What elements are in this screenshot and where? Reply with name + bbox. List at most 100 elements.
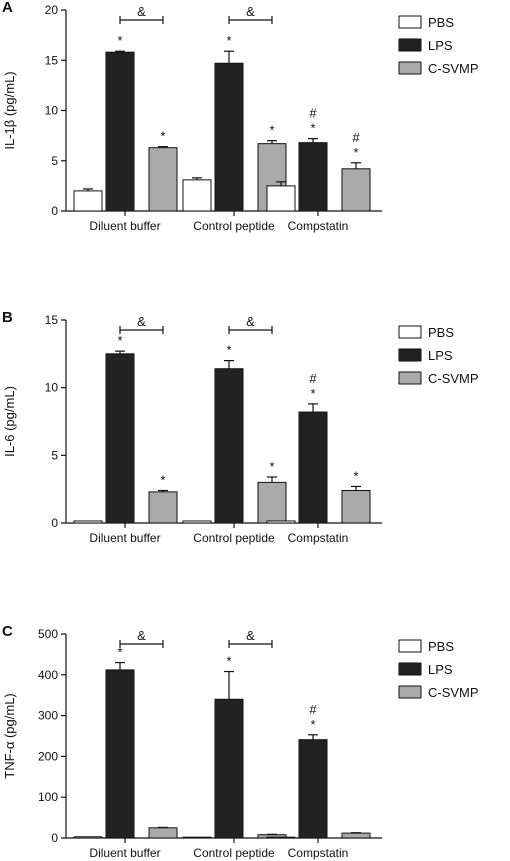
y-tick-label: 0 (51, 831, 58, 845)
significance-star: * (226, 654, 231, 669)
bar-lps (105, 51, 135, 212)
bar-c-svmp (148, 827, 178, 839)
y-tick-label: 100 (38, 790, 58, 804)
bar-pbs (182, 520, 212, 524)
y-axis-label: TNF-α (pg/mL) (2, 693, 17, 779)
legend-swatch (398, 15, 422, 29)
y-tick-label: 20 (45, 3, 59, 17)
bar-lps (298, 411, 328, 524)
y-tick-label: 400 (38, 668, 58, 682)
x-tick-label: Compstatin (288, 846, 349, 860)
bar-lps (214, 368, 244, 524)
legend-label: LPS (428, 662, 453, 677)
bar-lps (214, 698, 244, 839)
panel-b-chart: B IL-6 (pg/mL) 0 5 10 15 Diluent buffer * * Contr… (2, 309, 479, 545)
legend-swatch (398, 325, 422, 339)
bracket-label: & (137, 628, 146, 643)
significance-star: * (310, 121, 315, 136)
y-tick-label: 200 (38, 749, 58, 763)
bar-pbs (266, 836, 296, 839)
legend-label: LPS (428, 348, 453, 363)
bar-c-svmp (341, 490, 371, 524)
significance-star: * (310, 386, 315, 401)
legend-label: C-SVMP (428, 685, 479, 700)
significance-star: * (353, 468, 358, 483)
significance-star: * (226, 343, 231, 358)
significance-star: * (226, 33, 231, 48)
y-tick-label: 0 (51, 204, 58, 218)
bracket-label: & (137, 4, 146, 19)
x-tick-label: Diluent buffer (89, 846, 160, 860)
legend-label: C-SVMP (428, 371, 479, 386)
legend-label: PBS (428, 639, 454, 654)
significance-star: * (353, 145, 358, 160)
legend-swatch (398, 38, 422, 52)
bar-pbs (182, 179, 212, 212)
bracket-label: & (137, 314, 146, 329)
bar-c-svmp (148, 147, 178, 212)
significance-star: * (269, 459, 274, 474)
bar-pbs (266, 185, 296, 212)
panel-letter: C (2, 623, 13, 640)
y-tick-label: 500 (38, 627, 58, 641)
bar-pbs (266, 520, 296, 524)
legend-label: PBS (428, 325, 454, 340)
bracket-label: & (246, 628, 255, 643)
y-axis-label: IL-6 (pg/mL) (2, 386, 17, 457)
x-tick-label: Diluent buffer (89, 531, 160, 545)
bar-c-svmp (341, 168, 371, 212)
panel-c-chart: C TNF-α (pg/mL) 0 100 200 300 400 500 Diluent bu… (2, 623, 479, 860)
y-tick-label: 0 (51, 516, 58, 530)
significance-star: * (117, 33, 122, 48)
y-tick-label: 10 (45, 381, 59, 395)
x-tick-label: Diluent buffer (89, 219, 160, 233)
legend-swatch (398, 348, 422, 362)
panel-a-chart: A IL-1β (pg/mL) 0 5 10 15 20 Diluent buffer * * Co… (2, 0, 479, 233)
bar-pbs (73, 520, 103, 524)
significance-hash: # (352, 130, 360, 145)
significance-hash: # (309, 106, 317, 121)
bar-lps (105, 669, 135, 839)
bar-pbs (73, 190, 103, 212)
legend-swatch (398, 662, 422, 676)
significance-star: * (160, 129, 165, 144)
bar-pbs (73, 836, 103, 839)
x-tick-label: Control peptide (193, 846, 275, 860)
y-tick-label: 15 (45, 53, 59, 67)
significance-star: * (310, 717, 315, 732)
significance-hash: # (309, 371, 317, 386)
bar-pbs (182, 836, 212, 839)
bar-lps (214, 62, 244, 212)
legend-label: PBS (428, 15, 454, 30)
bar-c-svmp (341, 832, 371, 839)
panel-letter: B (2, 309, 13, 326)
significance-hash: # (309, 702, 317, 717)
legend-swatch (398, 685, 422, 699)
legend-swatch (398, 61, 422, 75)
bar-lps (298, 142, 328, 212)
x-tick-label: Compstatin (288, 219, 349, 233)
significance-star: * (160, 473, 165, 488)
legend-swatch (398, 371, 422, 385)
bar-c-svmp (257, 481, 287, 524)
panel-letter: A (2, 0, 13, 16)
y-tick-label: 5 (51, 154, 58, 168)
y-tick-label: 5 (51, 448, 58, 462)
bracket-label: & (246, 4, 255, 19)
bracket-label: & (246, 314, 255, 329)
x-tick-label: Control peptide (193, 531, 275, 545)
x-tick-label: Control peptide (193, 219, 275, 233)
significance-star: * (269, 123, 274, 138)
y-tick-label: 15 (45, 313, 59, 327)
y-tick-label: 10 (45, 104, 59, 118)
significance-star: * (117, 645, 122, 660)
legend-label: LPS (428, 38, 453, 53)
legend-swatch (398, 639, 422, 653)
legend-label: C-SVMP (428, 61, 479, 76)
significance-star: * (117, 333, 122, 348)
y-axis-label: IL-1β (pg/mL) (2, 71, 17, 149)
bar-c-svmp (148, 491, 178, 524)
bar-lps (105, 353, 135, 524)
x-tick-label: Compstatin (288, 531, 349, 545)
